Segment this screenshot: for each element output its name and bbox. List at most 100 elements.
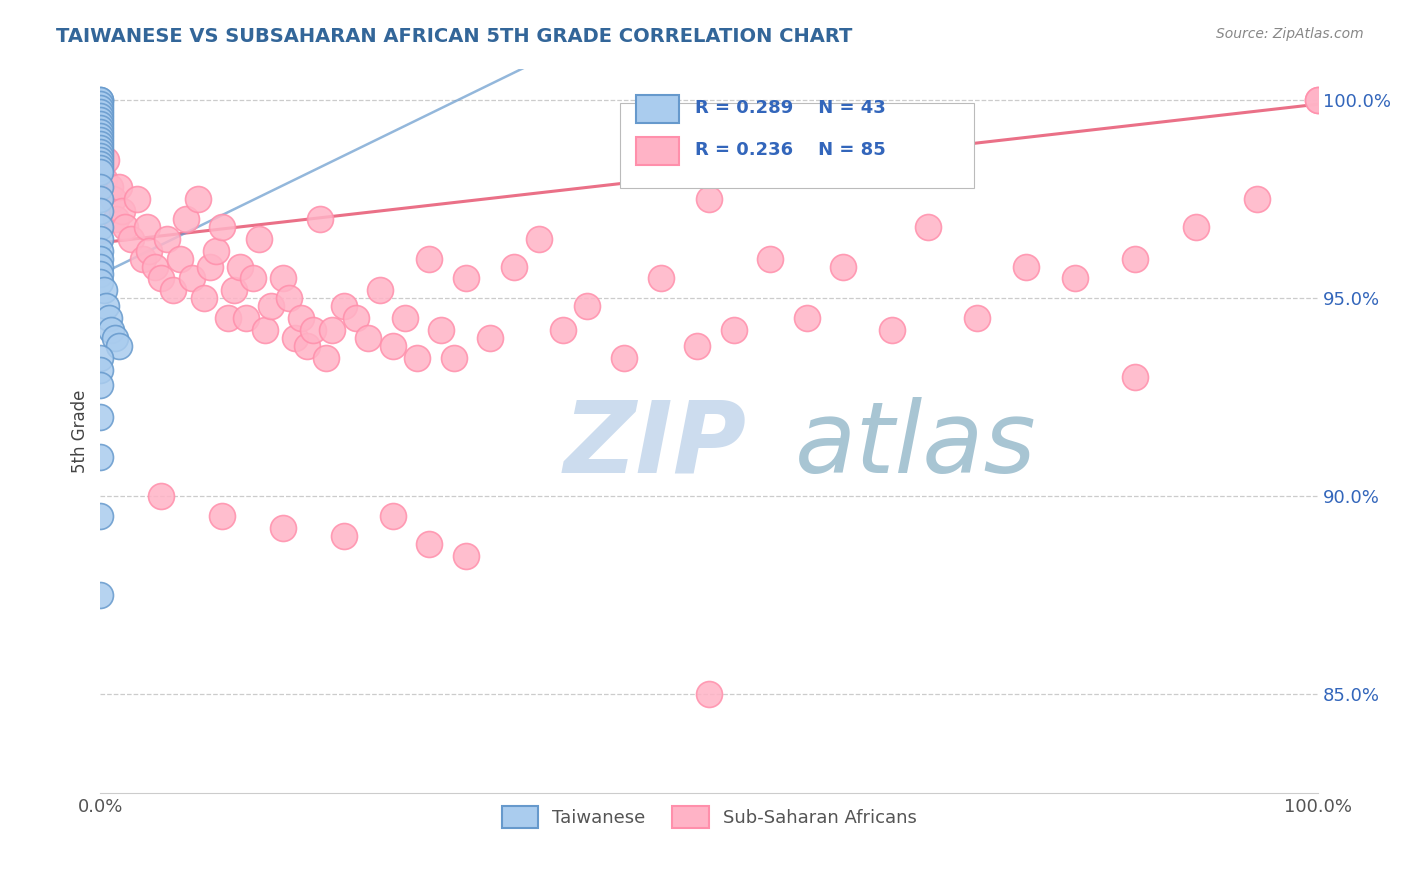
Point <box>242 271 264 285</box>
Point <box>1015 260 1038 274</box>
Point <box>650 271 672 285</box>
Text: R = 0.236    N = 85: R = 0.236 N = 85 <box>695 142 886 160</box>
Point <box>576 299 599 313</box>
Point <box>105 212 128 227</box>
Point <box>454 549 477 563</box>
Point <box>89 276 111 290</box>
Point <box>89 410 111 425</box>
Point <box>430 323 453 337</box>
Point <box>290 311 312 326</box>
Point <box>880 323 903 337</box>
Point <box>1125 370 1147 384</box>
Point <box>796 311 818 326</box>
Point <box>1308 93 1330 107</box>
Point <box>260 299 283 313</box>
Text: ZIP: ZIP <box>564 397 747 494</box>
Point <box>96 153 118 167</box>
Point <box>217 311 239 326</box>
Point <box>697 687 720 701</box>
Point <box>193 291 215 305</box>
Point <box>89 156 111 170</box>
Point <box>98 180 121 194</box>
Point <box>1125 252 1147 266</box>
Point <box>89 113 111 128</box>
Point <box>308 212 330 227</box>
Point <box>150 271 173 285</box>
Point <box>89 378 111 392</box>
Point <box>96 299 118 313</box>
Y-axis label: 5th Grade: 5th Grade <box>72 389 89 473</box>
Point <box>381 509 404 524</box>
Point <box>150 489 173 503</box>
Point <box>235 311 257 326</box>
Point <box>104 331 127 345</box>
Point <box>89 133 111 147</box>
Point <box>89 109 111 123</box>
Point <box>89 252 111 266</box>
Point <box>89 204 111 219</box>
Point <box>1063 271 1085 285</box>
Point <box>211 219 233 234</box>
Point <box>89 93 111 107</box>
Point <box>759 252 782 266</box>
Point <box>89 97 111 112</box>
Point <box>205 244 228 258</box>
Point <box>418 252 440 266</box>
Point <box>89 93 111 107</box>
Point <box>315 351 337 365</box>
Point <box>89 164 111 178</box>
Point <box>89 450 111 464</box>
Point <box>723 323 745 337</box>
Text: atlas: atlas <box>794 397 1036 494</box>
Text: R = 0.289    N = 43: R = 0.289 N = 43 <box>695 99 886 118</box>
Point <box>89 120 111 135</box>
Point <box>187 192 209 206</box>
Point <box>89 260 111 274</box>
Point <box>89 351 111 365</box>
Point <box>132 252 155 266</box>
Point <box>89 141 111 155</box>
Point <box>253 323 276 337</box>
Point <box>100 323 122 337</box>
Point <box>156 232 179 246</box>
Point <box>443 351 465 365</box>
Point <box>527 232 550 246</box>
Point <box>394 311 416 326</box>
Point <box>271 271 294 285</box>
Point <box>89 232 111 246</box>
Point <box>686 339 709 353</box>
Point <box>503 260 526 274</box>
Point <box>344 311 367 326</box>
FancyBboxPatch shape <box>636 95 679 123</box>
Point <box>1246 192 1268 206</box>
Point <box>89 192 111 206</box>
Point <box>89 128 111 143</box>
Point <box>1308 93 1330 107</box>
Point <box>89 219 111 234</box>
Point <box>174 212 197 227</box>
Point <box>143 260 166 274</box>
Point <box>111 204 134 219</box>
Point <box>211 509 233 524</box>
Point <box>89 145 111 159</box>
Point <box>93 172 115 186</box>
Point <box>198 260 221 274</box>
Point <box>120 232 142 246</box>
Point <box>89 161 111 175</box>
Point <box>278 291 301 305</box>
Point <box>89 588 111 602</box>
Point <box>180 271 202 285</box>
Point <box>333 299 356 313</box>
Point <box>89 117 111 131</box>
Point <box>93 283 115 297</box>
Point <box>333 529 356 543</box>
Point <box>357 331 380 345</box>
Point <box>89 125 111 139</box>
Point <box>302 323 325 337</box>
Point <box>101 192 124 206</box>
Point <box>89 105 111 120</box>
Point <box>89 149 111 163</box>
Point <box>229 260 252 274</box>
Point <box>479 331 502 345</box>
Text: Source: ZipAtlas.com: Source: ZipAtlas.com <box>1216 27 1364 41</box>
